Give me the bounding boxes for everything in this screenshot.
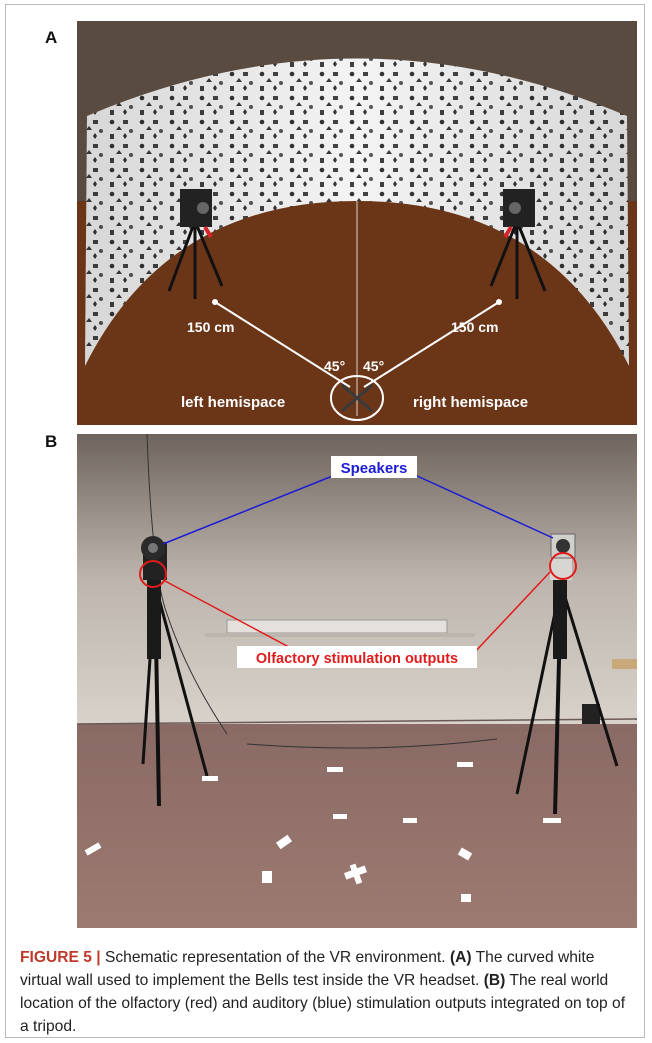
olfactory-line-right [472, 571, 551, 655]
speakers-line-left [162, 474, 336, 545]
right-distance-label: 150 cm [451, 319, 498, 335]
speakers-label-box [331, 456, 417, 478]
left-distance-line [214, 301, 351, 388]
right-hemispace-label: right hemispace [413, 394, 528, 411]
panel-a-vr-schematic: 150 cm 150 cm 45° 45° left hemispace rig… [77, 21, 637, 425]
right-angle-label: 45° [363, 358, 384, 374]
caption-a-text: The curved white virtual wall used to im… [20, 949, 595, 989]
caption-b-ref: (B) [483, 972, 506, 989]
figure-caption: FIGURE 5 | Schematic representation of t… [20, 946, 632, 1038]
observer-position-icon [330, 375, 384, 421]
left-distance-label: 150 cm [187, 319, 234, 335]
speakers-label: Speakers [341, 460, 408, 477]
caption-a-ref: (A) [449, 949, 472, 966]
right-speaker-tripod [489, 189, 547, 299]
room-floor [77, 724, 637, 928]
cable-tray [205, 633, 475, 637]
speakers-line-right [414, 474, 554, 539]
panel-b-room-photo: Speakers Olfactory stimulation outputs [77, 434, 637, 928]
left-olfactory-circle [139, 560, 167, 588]
caption-intro: Schematic representation of the VR envir… [100, 949, 450, 966]
left-hemispace-label: left hemispace [181, 394, 285, 411]
room-scene: Speakers Olfactory stimulation outputs [77, 434, 637, 928]
figure-label: FIGURE 5 | [20, 949, 101, 966]
left-speaker-tripod [167, 189, 224, 299]
olfactory-label: Olfactory stimulation outputs [256, 651, 458, 667]
panel-b-label: B [45, 432, 58, 451]
right-distance-line [363, 301, 500, 388]
olfactory-label-box [237, 646, 477, 668]
left-angle-label: 45° [324, 358, 345, 374]
panel-a-label: A [45, 28, 58, 47]
side-table [612, 659, 637, 669]
right-tripod [515, 533, 619, 823]
wall-shading [85, 58, 629, 366]
vr-scene: 150 cm 150 cm 45° 45° left hemispace rig… [77, 21, 637, 425]
floor-markers [84, 762, 473, 902]
bin [582, 704, 600, 724]
right-olfactory-circle [549, 552, 577, 580]
left-tripod [141, 536, 218, 807]
figure-frame [5, 4, 645, 1038]
right-olfactory-output-icon [550, 556, 572, 580]
caption-b-text: The real world location of the olfactory… [20, 972, 626, 1035]
olfactory-line-left [164, 580, 303, 655]
